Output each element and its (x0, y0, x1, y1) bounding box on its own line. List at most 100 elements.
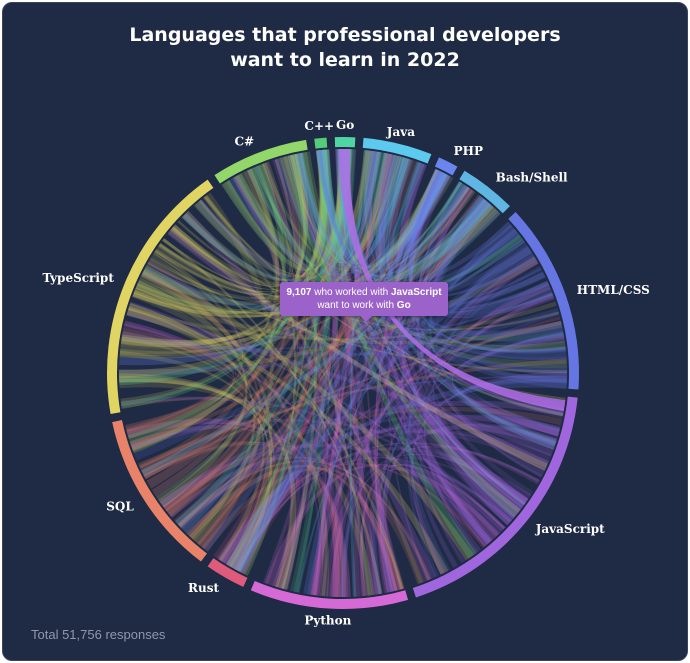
arc-python[interactable] (250, 581, 409, 609)
ribbon-javascript-java[interactable] (387, 157, 520, 518)
ribbon-c-rust[interactable] (243, 168, 297, 576)
ribbon-javascript-python[interactable] (379, 424, 557, 593)
ribbon-typescript-sql[interactable] (127, 303, 237, 439)
ribbon-html-css-java[interactable] (378, 153, 553, 316)
arc-html-css[interactable] (508, 212, 579, 390)
ribbon-sql-go[interactable] (130, 149, 353, 452)
ribbon-java-c[interactable] (294, 151, 382, 264)
ribbon-python-rust[interactable] (229, 476, 328, 597)
ribbon-php-bash-shell[interactable] (401, 170, 490, 281)
ribbon-java-c[interactable] (318, 149, 414, 265)
ribbon-php-go[interactable] (335, 149, 451, 269)
ribbon-python-rust[interactable] (226, 473, 298, 585)
ribbon-c-c[interactable] (221, 149, 329, 271)
ribbon-python-c[interactable] (272, 158, 327, 596)
arc-sql[interactable] (112, 419, 207, 562)
ribbon-python-bash-shell[interactable] (375, 189, 474, 593)
ribbon-sql-rust[interactable] (177, 457, 277, 568)
ribbon-python-java[interactable] (309, 152, 389, 596)
ribbon-php-java[interactable] (377, 154, 452, 270)
ribbon-typescript-sql[interactable] (135, 280, 248, 508)
ribbon-python-c[interactable] (260, 162, 371, 597)
ribbon-typescript-sql[interactable] (191, 192, 274, 545)
arc-php[interactable] (434, 157, 458, 176)
ribbon-c-php[interactable] (299, 151, 449, 269)
ribbon-javascript-typescript[interactable] (126, 307, 554, 457)
arc-typescript[interactable] (106, 179, 214, 414)
ribbon-python-php[interactable] (374, 169, 443, 592)
arc-c[interactable] (214, 139, 308, 184)
ribbon-rust-sql[interactable] (174, 457, 279, 571)
ribbon-rust-python[interactable] (237, 477, 341, 597)
ribbon-sql-typescript[interactable] (121, 327, 235, 435)
ribbon-typescript-php[interactable] (119, 169, 442, 356)
ribbon-typescript-go[interactable] (133, 149, 347, 315)
ribbon-typescript-javascript[interactable] (170, 224, 548, 471)
ribbon-javascript-html-css[interactable] (451, 332, 565, 437)
ribbon-python-go[interactable] (335, 149, 382, 596)
ribbon-php-sql[interactable] (202, 171, 447, 552)
ribbon-typescript-html-css[interactable] (127, 301, 557, 341)
ribbon-php-c[interactable] (228, 170, 445, 276)
ribbon-sql-typescript[interactable] (140, 268, 262, 550)
ribbon-typescript-php[interactable] (132, 173, 454, 318)
ribbon-sql-typescript[interactable] (121, 396, 238, 470)
ribbon-python-c[interactable] (312, 150, 331, 596)
ribbon-javascript-rust[interactable] (218, 429, 552, 563)
ribbon-python-c[interactable] (317, 149, 405, 590)
ribbon-python-java[interactable] (311, 150, 380, 596)
ribbon-javascript-sql[interactable] (178, 414, 560, 530)
ribbon-java-python[interactable] (349, 149, 368, 597)
ribbon-go-c[interactable] (249, 148, 346, 267)
arc-bash-shell[interactable] (459, 170, 510, 214)
ribbon-rust-php[interactable] (219, 170, 444, 564)
ribbon-javascript-bash-shell[interactable] (420, 195, 527, 511)
ribbon-c-typescript[interactable] (194, 163, 292, 280)
ribbon-rust-javascript[interactable] (223, 463, 486, 565)
ribbon-c-c[interactable] (234, 149, 327, 269)
ribbon-html-css-go[interactable] (343, 149, 550, 311)
ribbon-go-java[interactable] (339, 149, 399, 263)
ribbon-java-php[interactable] (385, 161, 446, 271)
ribbon-javascript-go[interactable] (339, 149, 529, 505)
ribbon-sql-go[interactable] (146, 149, 348, 489)
ribbon-html-css-sql[interactable] (181, 245, 532, 536)
arc-go[interactable] (334, 137, 356, 148)
ribbon-go-php[interactable] (341, 149, 445, 268)
ribbon-sql-javascript[interactable] (162, 407, 563, 512)
ribbon-javascript-php[interactable] (409, 170, 556, 450)
arc-java[interactable] (362, 137, 432, 164)
ribbon-html-css-typescript[interactable] (121, 292, 554, 350)
ribbon-c-python[interactable] (289, 149, 331, 593)
ribbon-c-java[interactable] (298, 151, 393, 264)
ribbon-php-rust[interactable] (235, 169, 444, 574)
ribbon-typescript-sql[interactable] (129, 252, 244, 446)
ribbon-c-html-css[interactable] (233, 173, 566, 352)
ribbon-javascript-typescript[interactable] (167, 226, 549, 471)
ribbon-javascript-java[interactable] (378, 153, 520, 520)
ribbon-javascript-sql[interactable] (159, 400, 565, 508)
ribbon-c-java[interactable] (318, 149, 387, 263)
ribbon-javascript-java[interactable] (395, 161, 526, 511)
ribbon-sql-java[interactable] (194, 158, 419, 548)
ribbon-python-javascript[interactable] (360, 464, 506, 597)
ribbon-c-rust[interactable] (228, 154, 309, 568)
ribbon-rust-java[interactable] (230, 152, 395, 572)
ribbon-sql-javascript[interactable] (201, 467, 425, 585)
ribbon-javascript-python[interactable] (377, 467, 493, 593)
ribbon-javascript-html-css[interactable] (432, 259, 539, 523)
ribbon-javascript-html-css[interactable] (451, 333, 565, 438)
ribbon-bash-shell-rust[interactable] (239, 183, 466, 574)
ribbon-c-go[interactable] (221, 149, 348, 271)
ribbon-c-html-css[interactable] (247, 166, 567, 369)
ribbon-c-bash-shell[interactable] (316, 149, 496, 279)
ribbon-typescript-php[interactable] (120, 173, 450, 349)
ribbon-c-sql[interactable] (131, 163, 286, 454)
ribbon-html-css-python[interactable] (381, 331, 564, 592)
ribbon-python-c[interactable] (318, 149, 343, 597)
ribbon-javascript-java[interactable] (375, 153, 494, 545)
arc-c[interactable] (314, 137, 328, 149)
ribbon-typescript-c[interactable] (181, 149, 329, 282)
ribbon-sql-rust[interactable] (173, 455, 273, 561)
ribbon-html-css-typescript[interactable] (121, 331, 565, 356)
